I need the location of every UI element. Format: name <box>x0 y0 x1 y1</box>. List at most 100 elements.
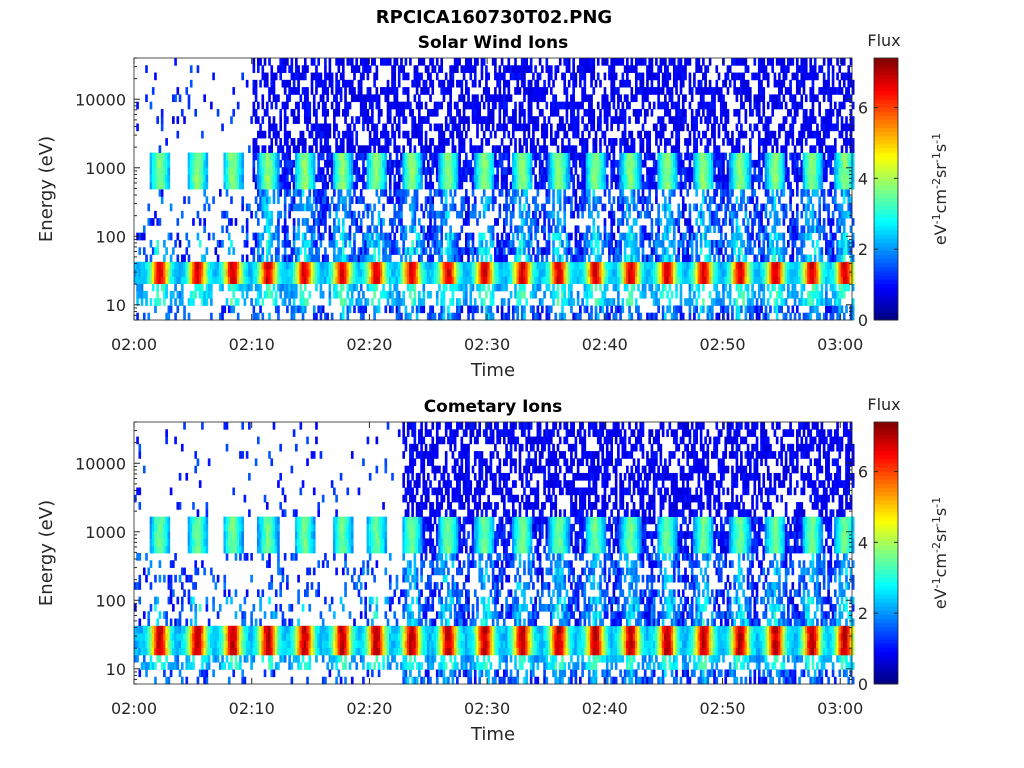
heatmap-cell <box>650 276 654 285</box>
heatmap-cell <box>449 130 452 139</box>
heatmap-cell <box>478 181 482 190</box>
heatmap-cell <box>608 138 611 146</box>
heatmap-cell <box>315 87 318 95</box>
heatmap-cell <box>330 196 334 204</box>
heatmap-cell <box>494 254 497 263</box>
heatmap-cell <box>174 276 177 285</box>
heatmap-cell <box>180 210 184 219</box>
heatmap-cell <box>431 239 435 248</box>
heatmap-cell <box>447 138 450 146</box>
heatmap-cell <box>272 283 276 292</box>
heatmap-cell <box>257 65 260 73</box>
heatmap-cell <box>570 254 573 263</box>
heatmap-cell <box>632 261 636 270</box>
heatmap-cell <box>194 152 198 161</box>
heatmap-cell <box>554 130 558 139</box>
heatmap-cell <box>672 145 676 154</box>
heatmap-cell <box>259 254 262 263</box>
heatmap-cell <box>677 276 681 285</box>
heatmap-cell <box>543 203 546 212</box>
heatmap-cell <box>514 101 517 110</box>
heatmap-cell <box>516 87 520 95</box>
heatmap-cell <box>444 72 448 81</box>
heatmap-cell <box>368 87 372 95</box>
heatmap-cell <box>650 181 654 190</box>
heatmap-cell <box>339 232 343 241</box>
heatmap-cell <box>453 65 457 73</box>
heatmap-cell <box>538 94 542 103</box>
heatmap-cell <box>520 283 524 292</box>
heatmap-cell <box>418 254 421 263</box>
heatmap-cell <box>279 145 283 154</box>
heatmap-cell <box>485 79 488 88</box>
heatmap-cell <box>648 261 652 270</box>
heatmap-cell <box>587 101 591 110</box>
heatmap-cell <box>456 312 459 321</box>
heatmap-cell <box>585 305 589 314</box>
heatmap-cell <box>587 283 591 292</box>
heatmap-cell <box>556 254 560 263</box>
heatmap-cell <box>339 58 343 66</box>
heatmap-cell <box>406 247 410 255</box>
heatmap-cell <box>485 305 488 314</box>
heatmap-cell <box>491 108 495 117</box>
heatmap-cell <box>458 298 461 306</box>
heatmap-cell <box>511 174 515 183</box>
heatmap-cell <box>236 312 240 321</box>
heatmap-cell <box>375 305 379 314</box>
heatmap-cell <box>218 312 222 321</box>
heatmap-cell <box>523 181 526 190</box>
heatmap-cell <box>471 94 475 103</box>
heatmap-cell <box>617 261 620 270</box>
heatmap-cell <box>585 58 589 66</box>
heatmap-cell <box>324 138 327 146</box>
heatmap-cell <box>469 159 473 168</box>
heatmap-cell <box>442 130 446 139</box>
heatmap-cell <box>292 87 296 95</box>
heatmap-cell <box>505 101 508 110</box>
heatmap-cell <box>357 269 361 277</box>
heatmap-cell <box>637 254 640 263</box>
heatmap-cell <box>321 87 325 95</box>
heatmap-cell <box>657 145 660 154</box>
heatmap-cell <box>657 210 660 219</box>
heatmap-cell <box>614 87 618 95</box>
heatmap-cell <box>324 276 327 285</box>
heatmap-cell <box>218 276 222 285</box>
heatmap-cell <box>283 298 287 306</box>
heatmap-cell <box>328 203 332 212</box>
heatmap-cell <box>563 181 567 190</box>
heatmap-cell <box>286 152 289 161</box>
heatmap-cell <box>375 87 379 95</box>
heatmap-cell <box>290 203 294 212</box>
heatmap-cell <box>315 116 318 124</box>
heatmap-cell <box>487 138 490 146</box>
heatmap-cell <box>154 159 157 168</box>
heatmap-cell <box>321 174 325 183</box>
heatmap-cell <box>587 290 591 299</box>
heatmap-cell <box>480 94 484 103</box>
heatmap-cell <box>250 247 253 255</box>
heatmap-cell <box>525 261 529 270</box>
heatmap-cell <box>572 130 575 139</box>
heatmap-cell <box>675 101 678 110</box>
heatmap-cell <box>617 58 620 66</box>
heatmap-cell <box>339 159 343 168</box>
heatmap-cell <box>270 254 274 263</box>
heatmap-cell <box>630 94 634 103</box>
heatmap-cell <box>440 101 444 110</box>
heatmap-cell <box>523 108 526 117</box>
heatmap-cell <box>592 87 596 95</box>
heatmap-cell <box>377 269 381 277</box>
heatmap-cell <box>281 254 285 263</box>
heatmap-cell <box>679 189 683 197</box>
heatmap-cell <box>453 232 457 241</box>
heatmap-cell <box>563 276 567 285</box>
heatmap-cell <box>679 87 683 95</box>
heatmap-cell <box>350 65 354 73</box>
heatmap-cell <box>527 152 531 161</box>
heatmap-cell <box>563 152 567 161</box>
heatmap-cell <box>279 108 283 117</box>
heatmap-cell <box>442 261 446 270</box>
heatmap-cell <box>520 218 524 226</box>
